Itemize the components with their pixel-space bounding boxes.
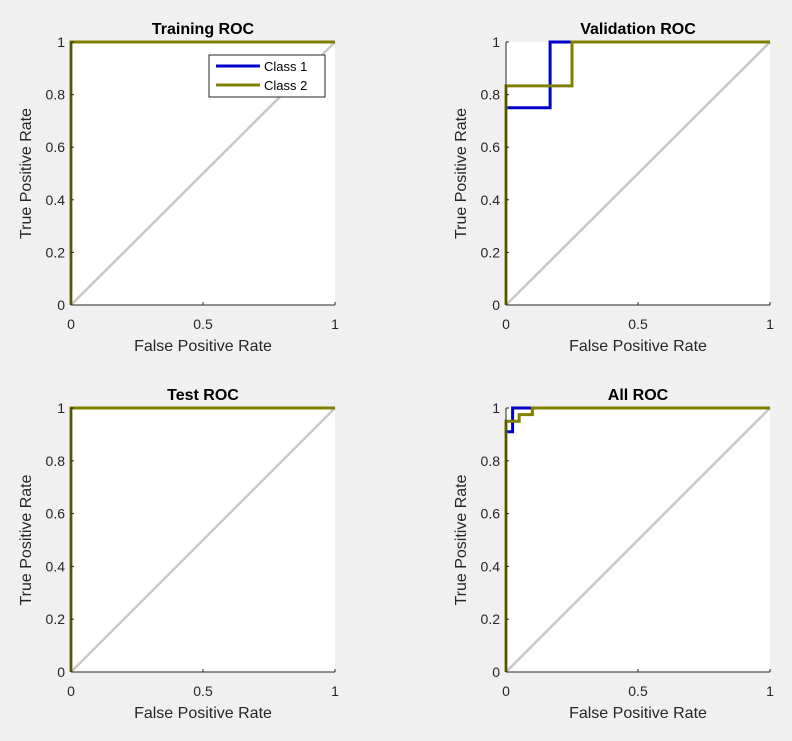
y-tick-label: 0.2 <box>46 244 66 260</box>
y-tick-label: 0.2 <box>46 611 66 627</box>
y-tick-label: 0.4 <box>46 192 66 208</box>
y-tick-label: 0.4 <box>481 192 501 208</box>
diagonal-reference-line <box>70 407 336 673</box>
chart-title: Training ROC <box>152 21 255 38</box>
x-tick-label: 0 <box>67 683 75 699</box>
y-tick-label: 0.6 <box>481 506 501 522</box>
y-tick-label: 0.6 <box>46 139 66 155</box>
chart-title: All ROC <box>608 387 669 404</box>
y-tick-label: 0.2 <box>481 611 501 627</box>
x-tick-label: 1 <box>766 316 774 332</box>
all-roc-panel: 0 0.5 1 0 0.2 0.4 0.6 0.8 1 All ROC False Positive… <box>453 387 774 722</box>
x-tick-label: 0.5 <box>628 683 648 699</box>
legend-box <box>208 54 326 98</box>
x-tick-label: 1 <box>766 683 774 699</box>
x-axis-label: False Positive Rate <box>569 338 707 355</box>
y-tick-label: 0.8 <box>46 453 66 469</box>
y-tick-label: 0.8 <box>46 87 66 103</box>
x-tick-label: 1 <box>331 683 339 699</box>
diagonal-reference-line <box>505 407 771 673</box>
legend-label-class-2: Class 2 <box>264 78 307 93</box>
x-tick-label: 0 <box>67 316 75 332</box>
test-roc-panel: 0 0.5 1 0 0.2 0.4 0.6 0.8 1 Test ROC False Positiv… <box>18 387 339 722</box>
x-tick-label: 0 <box>502 683 510 699</box>
x-tick-label: 1 <box>331 316 339 332</box>
y-tick-label: 0.6 <box>481 139 501 155</box>
y-axis-label: True Positive Rate <box>453 474 470 605</box>
y-tick-label: 0 <box>492 297 500 313</box>
y-tick-label: 0 <box>57 297 65 313</box>
y-axis-label: True Positive Rate <box>18 474 35 605</box>
y-tick-label: 0.8 <box>481 87 501 103</box>
y-tick-label: 0.4 <box>46 558 66 574</box>
y-axis-label: True Positive Rate <box>453 108 470 239</box>
y-tick-label: 1 <box>57 34 65 50</box>
legend: Class 1 Class 2 <box>208 54 326 98</box>
y-tick-label: 0.2 <box>481 244 501 260</box>
y-tick-label: 1 <box>492 34 500 50</box>
x-axis-label: False Positive Rate <box>569 705 707 722</box>
diagonal-reference-line <box>505 41 771 306</box>
legend-label-class-1: Class 1 <box>264 59 307 74</box>
y-tick-label: 0.4 <box>481 558 501 574</box>
y-tick-label: 0.8 <box>481 453 501 469</box>
x-axis-label: False Positive Rate <box>134 338 272 355</box>
y-tick-label: 1 <box>57 400 65 416</box>
chart-title: Validation ROC <box>580 21 696 38</box>
training-roc-panel: 0 0.5 1 0 0.2 0.4 0.6 0.8 1 Training ROC False Pos… <box>18 21 339 355</box>
y-tick-label: 0 <box>57 664 65 680</box>
x-axis-label: False Positive Rate <box>134 705 272 722</box>
x-tick-label: 0.5 <box>193 683 213 699</box>
y-tick-label: 0 <box>492 664 500 680</box>
y-axis-label: True Positive Rate <box>18 108 35 239</box>
validation-roc-panel: 0 0.5 1 0 0.2 0.4 0.6 0.8 1 Validation ROC False P… <box>453 21 774 355</box>
x-tick-label: 0.5 <box>193 316 213 332</box>
y-tick-label: 0.6 <box>46 506 66 522</box>
y-tick-label: 1 <box>492 400 500 416</box>
chart-title: Test ROC <box>167 387 239 404</box>
x-tick-label: 0.5 <box>628 316 648 332</box>
x-tick-label: 0 <box>502 316 510 332</box>
